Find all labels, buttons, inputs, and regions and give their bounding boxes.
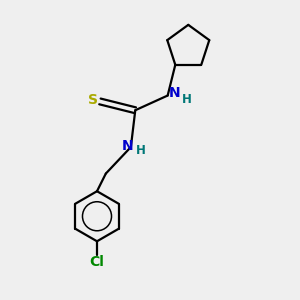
Text: H: H xyxy=(182,93,192,106)
Text: N: N xyxy=(122,139,134,153)
Text: N: N xyxy=(168,86,180,100)
Text: S: S xyxy=(88,93,98,107)
Text: Cl: Cl xyxy=(90,255,104,269)
Text: H: H xyxy=(136,144,146,157)
